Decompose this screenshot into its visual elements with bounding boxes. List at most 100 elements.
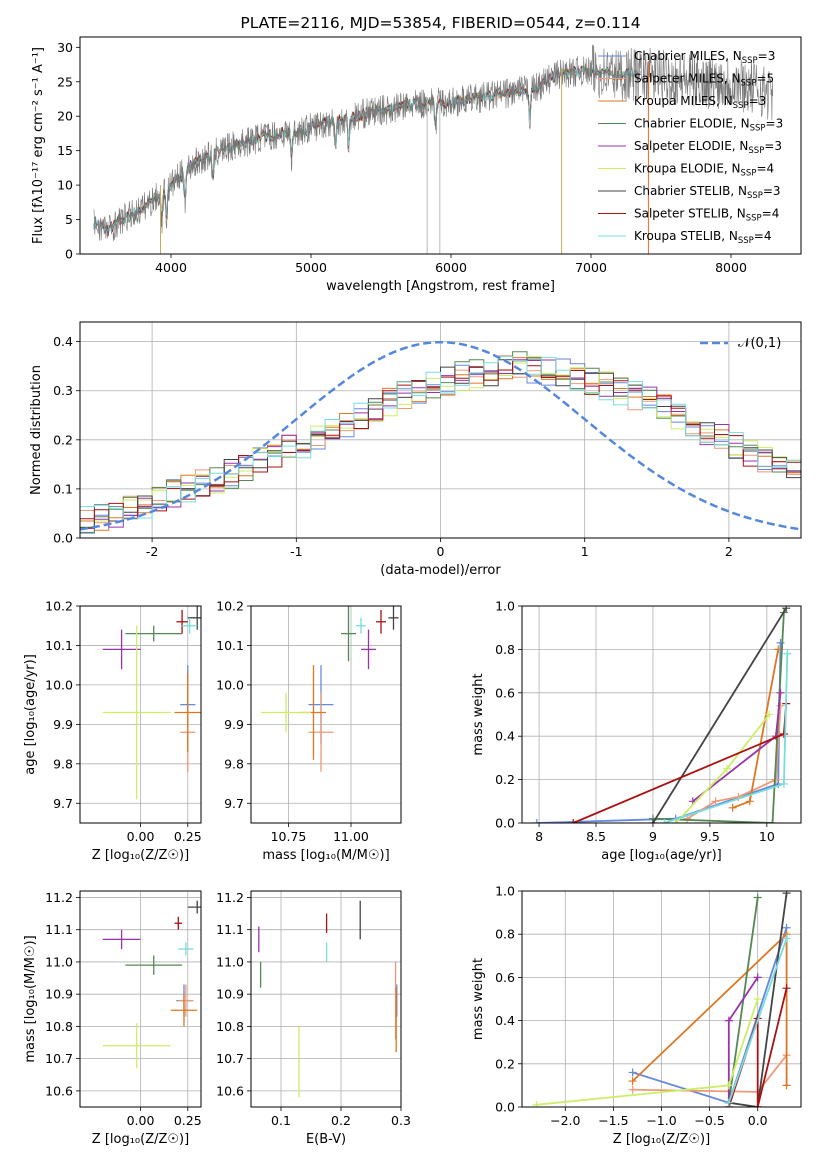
- model-line: [93, 66, 641, 235]
- x-tick-label: 0.1: [271, 1113, 291, 1128]
- axes-frame: [521, 605, 802, 824]
- x-tick-label: 0.0: [748, 1113, 768, 1128]
- y-tick-label: 15: [57, 143, 73, 158]
- axes-frame: [79, 605, 202, 824]
- y-tick-label: 0.6: [495, 970, 515, 985]
- x-tick-label: 0: [437, 544, 445, 559]
- weight-line: [652, 612, 785, 823]
- weight-line: [536, 642, 782, 823]
- plot-area: [532, 606, 792, 823]
- y-tick-label: 11.2: [45, 890, 73, 905]
- panel-4: 8 8.5 9 9.5 10 0.0 0.2 0.4 0.6 0.8 1.0 age [log₁₀(a…: [471, 599, 802, 863]
- weight-line: [664, 653, 789, 823]
- x-tick-label: 10.75: [271, 829, 307, 844]
- x-tick-label: 2: [725, 544, 733, 559]
- x-axis-label: (data-model)/error: [380, 563, 501, 578]
- panel-1: -2 -1 0 1 2 0.0 0.1 0.2 0.3 0.4 (data-model)/error…: [29, 321, 802, 578]
- histogram-step: [80, 359, 801, 529]
- weight-marker: [628, 1085, 637, 1094]
- y-tick-label: 0.0: [53, 531, 73, 546]
- x-tick-label: 1: [581, 544, 589, 559]
- x-axis-label: mass [log₁₀(M/M☉)]: [262, 848, 389, 863]
- y-tick-label: 0: [65, 247, 73, 262]
- y-tick-label: 9.8: [224, 756, 244, 771]
- weight-marker: [728, 803, 737, 812]
- histogram-step: [80, 360, 801, 520]
- y-tick-label: 0.6: [495, 685, 515, 700]
- weight-marker: [776, 638, 785, 647]
- weight-marker: [776, 688, 785, 697]
- y-tick-label: 0.2: [53, 432, 73, 447]
- weight-marker: [724, 1098, 733, 1107]
- y-tick-label: 9.7: [53, 796, 73, 811]
- model-line: [93, 65, 641, 234]
- x-tick-label: 8: [535, 829, 543, 844]
- y-tick-label: 0.4: [495, 1013, 515, 1028]
- x-axis-label: age [log₁₀(age/yr)]: [601, 848, 722, 863]
- weight-marker: [779, 779, 788, 788]
- x-tick-label: −1.0: [646, 1113, 676, 1128]
- x-tick-label: −0.5: [694, 1113, 724, 1128]
- y-tick-label: 10.7: [45, 1051, 73, 1066]
- y-tick-label: 11.0: [45, 954, 73, 969]
- y-tick-label: 9.7: [224, 796, 244, 811]
- y-tick-label: 10.1: [216, 638, 244, 653]
- y-tick-label: 1.0: [495, 884, 515, 899]
- legend-label: 𝒩(0,1): [738, 336, 781, 351]
- y-tick-label: 10.0: [45, 677, 73, 692]
- y-tick-label: 10.9: [45, 987, 73, 1002]
- x-tick-label: 4000: [155, 260, 187, 275]
- legend-label: Salpeter ELODIE, NSSP=3: [634, 139, 782, 156]
- y-tick-label: 10.6: [216, 1083, 244, 1098]
- y-tick-label: 10.7: [216, 1051, 244, 1066]
- weight-marker: [783, 649, 792, 658]
- y-tick-label: 10.1: [45, 638, 73, 653]
- y-tick-label: 11.0: [216, 954, 244, 969]
- y-tick-label: 11.1: [216, 922, 244, 937]
- x-tick-label: 7000: [575, 260, 607, 275]
- weight-marker: [745, 797, 754, 806]
- x-tick-label: 11.00: [333, 829, 369, 844]
- weight-marker: [753, 995, 762, 1003]
- x-tick-label: 0.25: [174, 829, 202, 844]
- x-tick-label: 9.5: [700, 829, 720, 844]
- weight-marker: [782, 1081, 791, 1090]
- weight-marker: [724, 1016, 733, 1025]
- weight-marker: [532, 1100, 541, 1107]
- x-tick-label: 8.5: [586, 829, 606, 844]
- x-tick-label: 0.00: [127, 1113, 155, 1128]
- weight-marker: [724, 1081, 733, 1090]
- x-tick-label: -2: [146, 544, 158, 559]
- weight-marker: [569, 819, 578, 823]
- model-line: [93, 65, 641, 234]
- x-axis-label: Z [log₁₀(Z/Z☉)]: [92, 848, 189, 863]
- y-tick-label: 10.8: [216, 1019, 244, 1034]
- weight-marker: [648, 819, 657, 823]
- legend-label: Salpeter MILES, NSSP=5: [634, 72, 774, 89]
- plot-area: [102, 900, 201, 1069]
- panel-6: 0.1 0.2 0.3 10.6 10.7 10.8 10.9 11.0 11.1 11.2 E(B…: [216, 890, 411, 1147]
- legend-label: Kroupa MILES, NSSP=3: [634, 94, 766, 111]
- y-axis-label: mass weight: [471, 958, 486, 1040]
- weight-marker: [671, 819, 680, 823]
- x-tick-label: 5000: [295, 260, 327, 275]
- y-tick-label: 0.8: [495, 642, 515, 657]
- y-tick-label: 30: [57, 40, 73, 55]
- y-tick-label: 25: [57, 74, 73, 89]
- y-tick-label: 0.1: [53, 481, 73, 496]
- panel-3: 10.75 11.00 9.7 9.8 9.9 10.0 10.1 10.2 mass [log…: [216, 599, 402, 863]
- x-axis-label: wavelength [Angstrom, rest frame]: [326, 279, 555, 294]
- panel-7: −2.0 −1.5 −1.0 −0.5 0.0 0.0 0.2 0.4 0.6 0.8 1.0 Z […: [471, 884, 802, 1147]
- model-line: [93, 66, 641, 234]
- legend: Chabrier MILES, NSSP=3 Salpeter MILES, NS…: [598, 49, 783, 246]
- weight-marker: [774, 645, 783, 654]
- plot-area: [532, 891, 791, 1107]
- y-tick-label: 0.0: [495, 816, 515, 831]
- y-tick-label: 10.2: [216, 599, 244, 614]
- weight-marker: [628, 1077, 637, 1086]
- axes-frame: [521, 890, 802, 1108]
- y-tick-label: 10.6: [45, 1083, 73, 1098]
- panel-5: 0.00 0.25 10.6 10.7 10.8 10.9 11.0 11.1 11.2 Z [l…: [23, 890, 202, 1147]
- x-tick-label: 0.25: [174, 1113, 202, 1128]
